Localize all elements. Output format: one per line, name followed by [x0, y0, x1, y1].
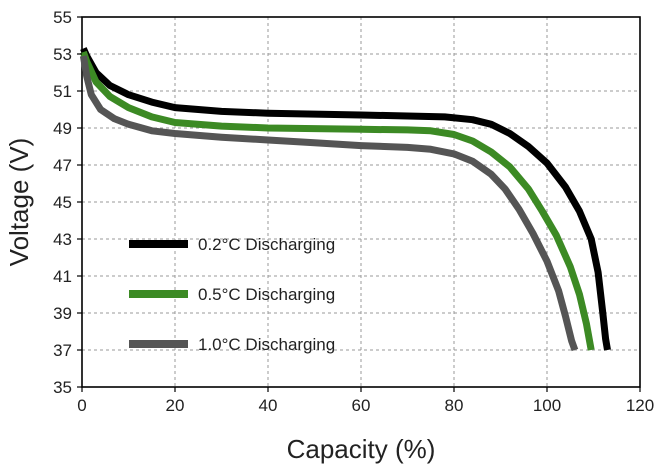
x-axis-label: Capacity (%): [287, 434, 436, 464]
series-line-1: [80, 47, 611, 351]
y-tick-label: 37: [53, 341, 72, 360]
grid-layer: [82, 17, 640, 387]
y-tick-label: 43: [53, 230, 72, 249]
series-line-2: [80, 50, 595, 351]
series-layer: [79, 47, 611, 352]
legend-label-1: 0.2°C Discharging: [198, 235, 335, 254]
series-line-3: [79, 55, 579, 352]
x-tick-label: 100: [533, 396, 561, 415]
y-tick-label: 49: [53, 119, 72, 138]
legend: 0.2°C Discharging 0.5°C Discharging 1.0°C …: [129, 235, 335, 354]
y-tick-label: 45: [53, 193, 72, 212]
y-tick-label: 47: [53, 156, 72, 175]
tick-labels: 0 20 40 60 80 100 120 35 37 39 41 43 45 47 49 51 53 55: [53, 8, 654, 415]
y-tick-label: 35: [53, 378, 72, 397]
y-tick-label: 39: [53, 304, 72, 323]
y-tick-label: 53: [53, 45, 72, 64]
x-tick-label: 0: [77, 396, 86, 415]
y-tick-label: 55: [53, 8, 72, 27]
x-tick-label: 20: [166, 396, 185, 415]
y-tick-label: 51: [53, 82, 72, 101]
legend-label-3: 1.0°C Discharging: [198, 335, 335, 354]
y-axis-label: Voltage (V): [4, 138, 34, 267]
legend-label-2: 0.5°C Discharging: [198, 285, 335, 304]
x-tick-label: 40: [259, 396, 278, 415]
x-tick-label: 80: [445, 396, 464, 415]
y-tick-label: 41: [53, 267, 72, 286]
x-tick-label: 120: [626, 396, 654, 415]
x-tick-label: 60: [352, 396, 371, 415]
